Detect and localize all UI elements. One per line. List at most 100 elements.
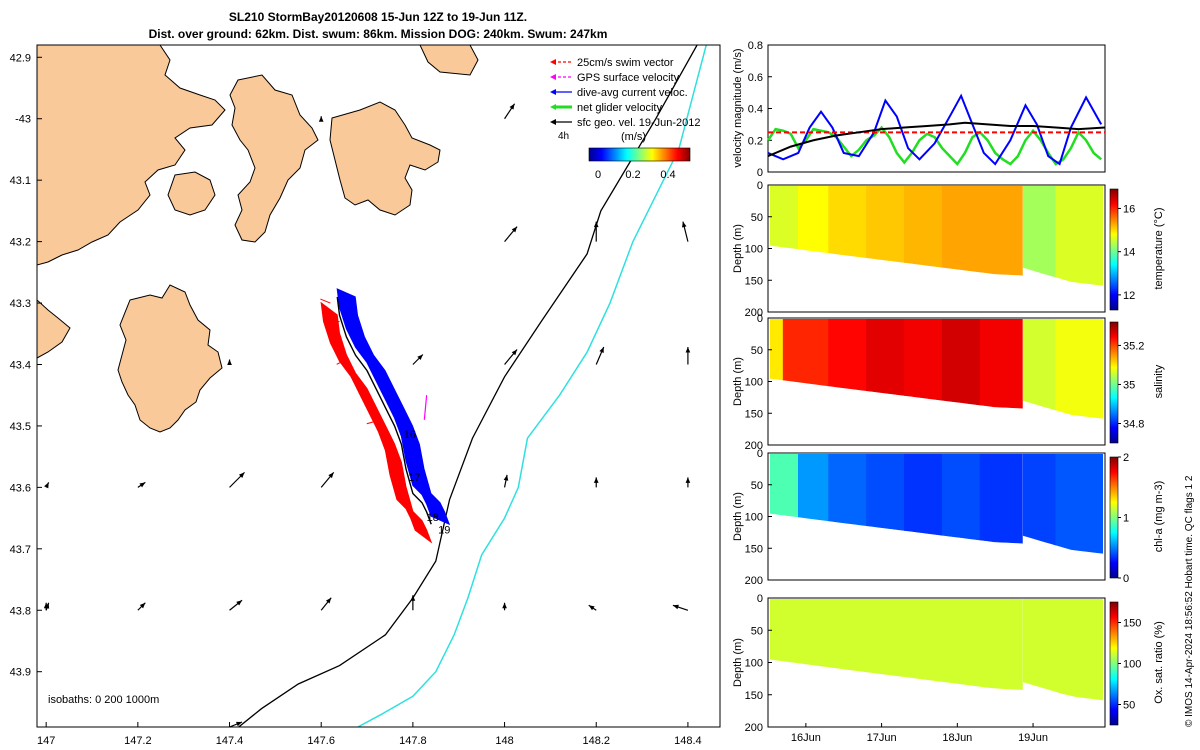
geo-vector [672,604,689,611]
heatmap-ytick-label: 50 [751,625,763,637]
heatmap-ytick-label: 200 [745,722,763,734]
geo-vector [504,226,518,242]
colorbar-label: temperature (°C) [1153,207,1165,289]
heatmap-block [904,185,943,268]
geo-vector [137,481,146,488]
heatmap-block [904,453,943,536]
heatmap-ylabel: Depth (m) [732,638,744,687]
map-ytick-label: 43.6 [10,482,31,494]
colorbar-tick-2: 0.4 [660,169,675,181]
isobaths-label: isobaths: 0 200 1000m [48,694,159,706]
heatmap-block [1022,318,1057,411]
heatmap-block [919,598,1023,690]
geo-vector-head [417,354,423,361]
land-bruny [37,299,71,359]
map-ytick-label: 43.3 [10,298,31,310]
colorbar-tick-1: 0.2 [625,169,640,181]
map-ytick-label: 43.7 [10,544,31,556]
map-ytick-label: -43 [15,114,31,126]
colorbar-tick-label: 35.2 [1123,340,1144,352]
heatmap-ytick-label: 150 [745,275,763,287]
day-label: 18 [427,512,439,524]
colorbar-tick-label: 0 [1123,573,1129,585]
heatmap-block [1022,598,1104,701]
velocity-series [767,93,1103,166]
swim-arrow [366,419,381,425]
title-line2: Dist. over ground: 62km. Dist. swum: 86k… [149,27,608,41]
heatmap-block [1055,453,1104,554]
current-vector-band [336,288,451,526]
geo-vector-head [227,359,232,366]
geo-vector-head [502,602,507,609]
heatmap-colorbar [1109,456,1119,579]
heatmap-block [941,185,981,273]
geo-vector-head [410,595,416,601]
geo-vector-head [593,477,599,483]
geo-vector-head [511,226,518,233]
heatmap-block [1022,185,1057,278]
geo-vector [320,597,332,611]
legend-label: 25cm/s swim vector [577,57,674,69]
heatmap-colorbar [1109,321,1119,444]
velocity-frame [767,44,1106,173]
map-ytick-label: 43.4 [10,359,31,371]
map-xtick-label: 148.2 [582,735,610,747]
geo-vector-head [236,600,243,606]
title-line1: SL210 StormBay20120608 15-Jun 12Z to 19-… [229,10,527,24]
geo-vector [504,349,518,365]
heatmap-ytick-label: 50 [751,345,763,357]
heatmap-block [866,318,905,396]
heatmap-ytick-label: 100 [745,658,763,670]
heatmap-block [941,453,981,541]
map-xtick-label: 148.4 [674,735,702,747]
geo-vector [502,602,507,611]
land-tasman [117,284,223,433]
colorbar-label: (m/s) [621,131,646,143]
velocity-panel: 0 0.2 0.4 0.6 0.8 velocity magnitude (m/s) [732,40,1106,179]
heatmap-ytick-label: 0 [757,313,763,325]
heatmap-block [904,318,943,401]
land-west [37,45,226,266]
heatmap-ytick-label: 150 [745,543,763,555]
legend-swatch-head [550,59,556,65]
map-xtick-label: 147.6 [307,735,335,747]
land-east-north [419,45,479,76]
geo-vector [595,346,605,365]
land-east [229,74,319,243]
velocity-ytick-label: 0.4 [748,104,763,116]
heatmap-block [1055,318,1104,419]
heatmap-xtick-label: 18Jun [942,732,972,744]
geo-vector-head [685,477,691,483]
heatmap-ytick-label: 150 [745,408,763,420]
heatmap-block [941,318,981,406]
heatmap-ylabel: Depth (m) [732,357,744,406]
velocity-ytick-label: 0.8 [748,40,763,52]
legend-label: net glider velocity [577,102,662,114]
heatmap-block [797,185,829,254]
heatmap-block [979,318,1023,409]
swim-arrow [336,357,349,365]
heatmap-ytick-label: 100 [745,512,763,524]
heatmap-ytick-label: 0 [757,180,763,192]
legend-swatch-head [550,119,556,125]
map-xtick-label: 147.4 [216,735,244,747]
heatmap-block [828,318,867,392]
geo-vector-head [238,472,245,478]
geo-vector-head [236,721,243,727]
isobath-1000m [357,45,707,727]
land-masses [37,45,479,433]
map-ytick-label: 43.8 [10,605,31,617]
colorbar-label: chl-a (mg m-3) [1153,481,1165,553]
legend-swatch-head [550,74,556,80]
heatmap-ytick-label: 200 [745,307,763,319]
geo-vector [685,346,691,365]
day-label: 16 [404,429,416,441]
heatmap-block [866,453,905,531]
colorbar-label: Ox. sat. ratio (%) [1153,621,1165,704]
heatmap-block [797,453,829,522]
legend-label: GPS surface velocity [577,72,680,84]
heatmap-block [828,453,867,527]
swim-arrow [327,320,340,324]
geo-vector-head [672,604,679,610]
